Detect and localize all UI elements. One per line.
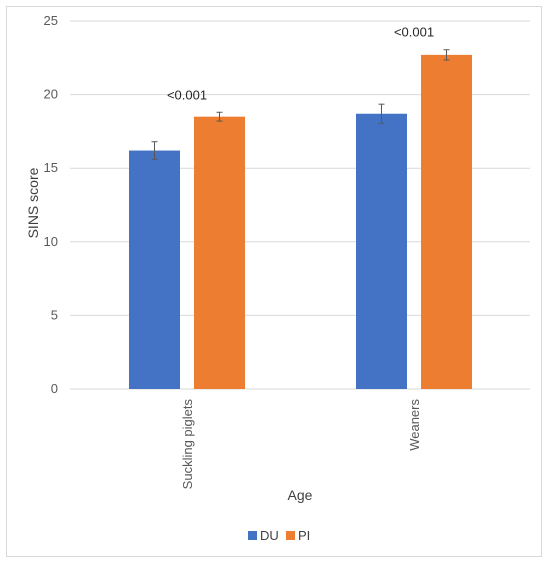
y-tick-label: 5 [51, 307, 58, 322]
x-tick-label: Suckling piglets [180, 399, 195, 490]
significance-label: <0.001 [394, 25, 434, 40]
bars [129, 54, 472, 390]
significance-label: <0.001 [167, 87, 207, 102]
x-axis-title: Age [288, 487, 313, 503]
y-axis-title: SINS score [25, 167, 41, 238]
bar-pi-1 [421, 54, 472, 390]
legend-label-pi: PI [298, 528, 310, 543]
y-tick-label: 15 [44, 160, 58, 175]
bar-du-0 [129, 150, 180, 389]
y-axis-ticks: 0 5 10 15 20 25 [44, 13, 58, 396]
error-bar-du-0 [151, 141, 158, 160]
error-bars [151, 49, 450, 160]
y-tick-label: 20 [44, 87, 58, 102]
legend: DU PI [248, 528, 310, 543]
legend-swatch-du [248, 531, 257, 540]
y-tick-label: 0 [51, 381, 58, 396]
annotations: <0.001 <0.001 [167, 25, 434, 103]
y-tick-label: 25 [44, 13, 58, 28]
error-bar-pi-0 [216, 111, 223, 122]
x-tick-label: Weaners [407, 399, 422, 451]
bar-du-1 [356, 113, 407, 390]
error-bar-pi-1 [443, 49, 450, 61]
error-bar-du-1 [378, 103, 385, 124]
y-tick-label: 10 [44, 234, 58, 249]
legend-label-du: DU [260, 528, 279, 543]
x-axis-ticks: Suckling piglets Weaners [180, 399, 422, 490]
legend-swatch-pi [286, 531, 295, 540]
bar-pi-0 [194, 116, 245, 390]
